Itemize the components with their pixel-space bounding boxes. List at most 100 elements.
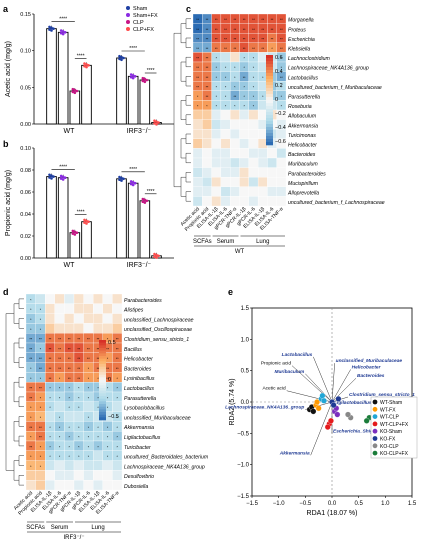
significance-mark: ** (280, 37, 283, 41)
data-point (118, 57, 121, 61)
significance-mark: * (69, 396, 71, 400)
heatmap-cell (211, 186, 222, 197)
heatmap-cell (276, 167, 287, 178)
significance-mark: ** (215, 37, 218, 41)
heatmap-cell (276, 148, 287, 159)
heatmap-cell (248, 119, 259, 130)
significance-mark: * (225, 76, 227, 80)
significance-mark: ** (77, 338, 80, 342)
heatmap-cell (192, 177, 203, 187)
significance-mark: * (88, 396, 90, 400)
heatmap-cell (257, 186, 268, 197)
row-label: Escherichia (288, 37, 315, 43)
color-scale-step (266, 130, 273, 134)
significance-mark: ** (206, 18, 209, 22)
color-scale-step (99, 390, 106, 394)
significance-mark: ** (68, 338, 71, 342)
data-point (48, 28, 51, 31)
significance-mark: ** (58, 357, 61, 361)
heatmap-cell (45, 293, 55, 304)
sample-point (335, 395, 342, 402)
significance-mark: ** (39, 338, 42, 342)
significance-mark: * (30, 455, 32, 459)
sample-point (310, 408, 317, 415)
row-label: Helicobacter (124, 357, 153, 363)
significance-mark: ** (196, 37, 199, 41)
significance-mark: * (40, 308, 42, 312)
significance-mark: * (97, 436, 99, 440)
heatmap-cell (73, 323, 84, 334)
significance-mark: ** (243, 47, 246, 51)
data-point (155, 123, 158, 126)
color-scale-step (266, 61, 273, 65)
significance-mark: * (281, 66, 283, 70)
significance-mark: ** (39, 367, 42, 371)
heatmap-cell (64, 480, 75, 491)
heatmap-cell (220, 138, 231, 149)
significance-mark: ** (39, 426, 42, 430)
significance-mark: * (117, 377, 119, 381)
heatmap-cell (45, 411, 55, 422)
row-label: Parabacteroides (124, 298, 162, 304)
data-point (63, 176, 67, 179)
data-point (61, 32, 65, 36)
heatmap-cell (248, 129, 259, 139)
heatmap-cell (276, 186, 287, 197)
color-scale-step (266, 97, 273, 101)
significance-mark: * (107, 436, 109, 440)
significance-mark: * (30, 436, 32, 440)
color-scale-step (266, 106, 273, 110)
dendrogram-branch (18, 298, 24, 309)
heatmap-cell (239, 129, 249, 139)
significance-mark: * (97, 387, 99, 391)
significance-mark: * (59, 426, 61, 430)
heatmap-cell (230, 138, 240, 149)
dendrogram-branch (185, 114, 191, 125)
significance-mark: * (30, 298, 32, 302)
data-point (52, 175, 55, 178)
significance-mark: * (40, 328, 42, 332)
y-tick-label: −1.5 (237, 494, 250, 500)
sig-label: **** (147, 68, 155, 74)
significance-mark: * (253, 105, 255, 109)
data-point (50, 174, 53, 177)
color-scale-step (99, 385, 106, 389)
legend-label: KO-CLP (380, 444, 399, 450)
legend-label: KO-FX (380, 437, 396, 443)
data-point (131, 76, 135, 80)
significance-mark: * (216, 105, 218, 109)
row-label: Lachnospiraceae_NK4A136_group (124, 464, 205, 470)
significance-mark: ** (97, 367, 100, 371)
y-tick-label: −0.5 (237, 431, 250, 437)
row-label: Alistipes (123, 308, 144, 314)
significance-mark: * (49, 455, 51, 459)
heatmap-cell (192, 167, 203, 178)
data-point (157, 254, 160, 258)
data-point (133, 181, 137, 185)
heatmap-cell (93, 460, 103, 471)
color-scale-step (99, 396, 106, 399)
heatmap-cell (83, 303, 94, 314)
data-point (75, 89, 79, 93)
data-point (141, 200, 145, 203)
data-point (71, 87, 75, 91)
color-scale-step (99, 350, 106, 354)
heatmap-cell (267, 196, 277, 207)
row-label: Parasutterella (124, 396, 156, 402)
heatmap-cell (102, 313, 113, 324)
significance-mark: ** (280, 47, 283, 51)
heatmap-cell (93, 313, 103, 324)
heatmap-cell (73, 460, 84, 471)
significance-mark: * (253, 57, 255, 61)
heatmap-cell (35, 470, 46, 481)
row-label: Mucispirillum (288, 181, 319, 187)
color-scale-step (266, 82, 273, 86)
color-scale-step (266, 133, 273, 137)
data-point (120, 176, 123, 180)
heatmap-cell (267, 157, 277, 168)
row-label: Lachnospiraceae_NK4A136_group (288, 66, 369, 72)
significance-mark: * (40, 465, 42, 469)
heatmap-cell (239, 148, 249, 159)
significance-mark: * (30, 416, 32, 420)
significance-mark: * (59, 445, 61, 449)
